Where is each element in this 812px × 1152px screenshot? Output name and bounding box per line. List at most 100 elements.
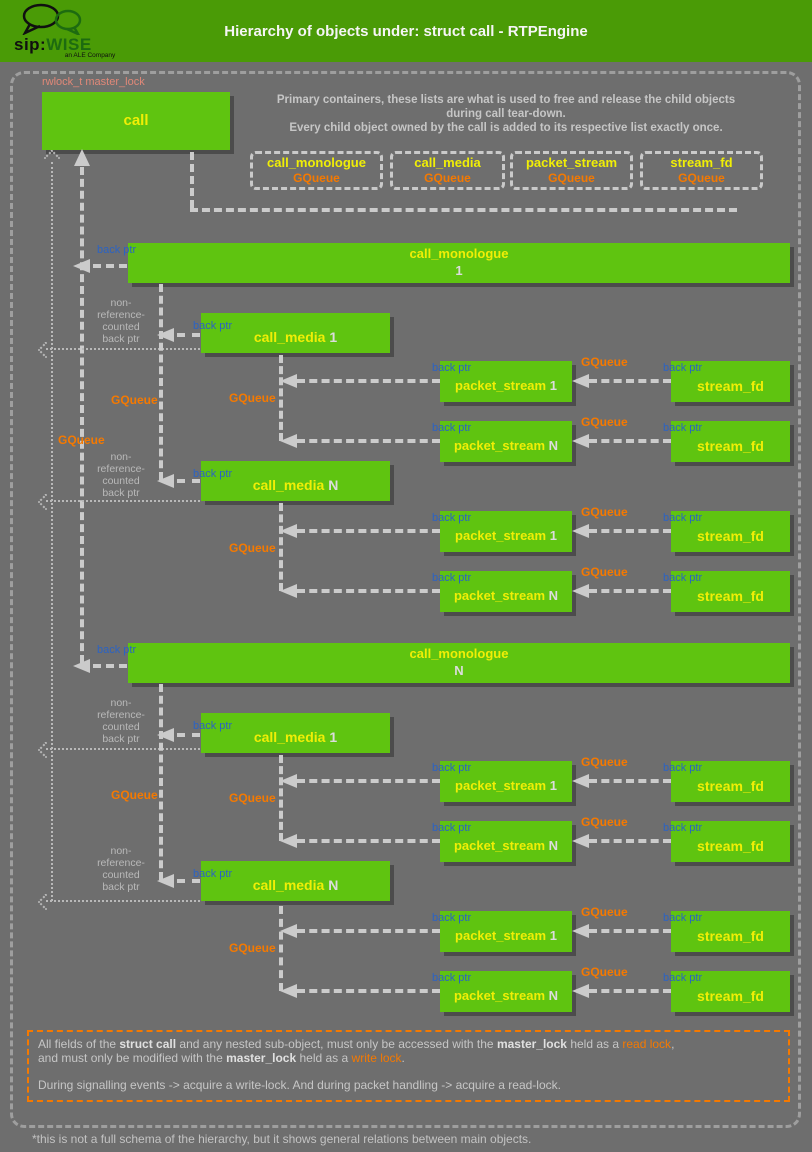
back-ptr-arrow xyxy=(177,879,200,883)
sf-arrowhead-icon xyxy=(572,924,589,938)
note-line-2: and must only be modified with the maste… xyxy=(38,1051,405,1065)
box-title: stream_fd xyxy=(697,778,764,794)
sf-arrowhead-icon xyxy=(572,434,589,448)
sf-gqueue-arrow xyxy=(589,779,671,783)
back-ptr-label: back ptr xyxy=(432,422,472,434)
back-ptr-arrow xyxy=(93,664,127,668)
back-ptr-label: back ptr xyxy=(193,320,233,332)
sf-gqueue-arrow xyxy=(589,529,671,533)
container-title: call_monologue xyxy=(267,155,366,170)
sf-gqueue-arrow xyxy=(589,379,671,383)
ps-gqueue-arrow xyxy=(297,929,440,933)
sf-arrowhead-icon xyxy=(572,374,589,388)
non-ref-label: non-reference- counted back ptr xyxy=(97,451,145,499)
back-ptr-arrowhead-icon xyxy=(157,328,174,342)
ps-gqueue-arrow xyxy=(297,989,440,993)
box-title: packet_stream xyxy=(455,928,547,943)
packet-stream-box: packet_stream N xyxy=(440,821,572,862)
box-index: N xyxy=(548,988,559,1003)
gqueue-up-arrow-icon xyxy=(74,149,90,166)
logo-sip: sip: xyxy=(14,35,47,54)
box-title: call_monologue xyxy=(409,246,509,261)
ps-arrowhead-icon xyxy=(280,984,297,998)
ps-arrowhead-icon xyxy=(280,524,297,538)
container-title: call_media xyxy=(414,155,481,170)
ps-arrowhead-icon xyxy=(280,374,297,388)
box-title: stream_fd xyxy=(697,988,764,1004)
back-ptr-label: back ptr xyxy=(663,822,703,834)
packet-stream-box: packet_stream 1 xyxy=(440,511,572,552)
call-media-box: call_media N xyxy=(201,861,390,901)
intro-line-1: Primary containers, these lists are what… xyxy=(276,94,736,106)
packet-stream-box: packet_stream N xyxy=(440,571,572,612)
container-queue-label: GQueue xyxy=(424,171,471,185)
box-title: packet_stream xyxy=(453,588,546,603)
back-ptr-label: back ptr xyxy=(663,362,703,374)
stream-fd-box: stream_fd xyxy=(671,511,790,552)
call-box-label: call xyxy=(123,112,149,129)
stream-fd-box: stream_fd xyxy=(671,361,790,402)
back-ptr-arrowhead-icon xyxy=(157,728,174,742)
lock-note-box: All fields of the struct call and any ne… xyxy=(27,1030,790,1102)
gqueue-label: GQueue xyxy=(229,541,276,555)
intro-line-2: during call tear-down. xyxy=(446,108,566,120)
ps-gqueue-arrow xyxy=(297,529,440,533)
box-title: stream_fd xyxy=(697,588,764,604)
gqueue-label: GQueue xyxy=(229,391,276,405)
back-ptr-label: back ptr xyxy=(432,822,472,834)
call-media-box: call_media N xyxy=(201,461,390,501)
box-title: packet_stream xyxy=(455,528,547,543)
sf-gqueue-arrow xyxy=(589,839,671,843)
ps-gqueue-arrow xyxy=(297,779,440,783)
ps-gqueue-arrow xyxy=(297,379,440,383)
box-index: 1 xyxy=(549,928,557,943)
ps-gqueue-arrow xyxy=(297,439,440,443)
ps-arrowhead-icon xyxy=(280,774,297,788)
container-queue-label: GQueue xyxy=(548,171,595,185)
note-line-3: During signalling events -> acquire a wr… xyxy=(38,1078,561,1092)
box-title: call_media xyxy=(253,729,326,745)
back-ptr-arrowhead-icon xyxy=(73,659,90,673)
gqueue-label: GQueue xyxy=(581,565,628,579)
call-box: call xyxy=(42,92,230,150)
intro-line-3: Every child object owned by the call is … xyxy=(289,122,723,134)
box-title: packet_stream xyxy=(455,378,547,393)
gqueue-label: GQueue xyxy=(581,815,628,829)
master-lock-label: rwlock_t master_lock xyxy=(42,76,145,88)
sf-gqueue-arrow xyxy=(589,989,671,993)
back-ptr-arrow xyxy=(93,264,127,268)
box-title: call_media xyxy=(252,477,325,493)
media-ps-gqueue-line xyxy=(279,906,283,991)
logo-wise: WISE xyxy=(46,35,92,54)
box-index: N xyxy=(328,477,339,493)
box-title: packet_stream xyxy=(453,438,546,453)
packet-stream-box: packet_stream 1 xyxy=(440,361,572,402)
box-index: N xyxy=(328,877,339,893)
box-title: packet_stream xyxy=(455,778,547,793)
non-ref-back-ptr-line xyxy=(51,162,53,901)
back-ptr-label: back ptr xyxy=(432,912,472,924)
container-stream-fd: stream_fd GQueue xyxy=(640,151,763,190)
container-queue-label: GQueue xyxy=(293,171,340,185)
ps-arrowhead-icon xyxy=(280,584,297,598)
back-ptr-label: back ptr xyxy=(663,972,703,984)
back-ptr-arrow xyxy=(177,733,200,737)
sf-gqueue-arrow xyxy=(589,929,671,933)
box-title: packet_stream xyxy=(453,988,546,1003)
back-ptr-label: back ptr xyxy=(432,972,472,984)
back-ptr-label: back ptr xyxy=(97,244,137,256)
sf-arrowhead-icon xyxy=(572,524,589,538)
back-ptr-arrowhead-icon xyxy=(157,874,174,888)
box-title: stream_fd xyxy=(697,528,764,544)
gqueue-label: GQueue xyxy=(229,941,276,955)
box-index: 1 xyxy=(329,729,338,745)
box-index: N xyxy=(548,838,559,853)
gqueue-label: GQueue xyxy=(111,788,158,802)
box-index: N xyxy=(548,438,559,453)
gqueue-label: GQueue xyxy=(229,791,276,805)
call-media-box: call_media 1 xyxy=(201,313,390,353)
container-call-monologue: call_monologue GQueue xyxy=(250,151,383,190)
sf-arrowhead-icon xyxy=(572,584,589,598)
back-ptr-arrowhead-icon xyxy=(73,259,90,273)
